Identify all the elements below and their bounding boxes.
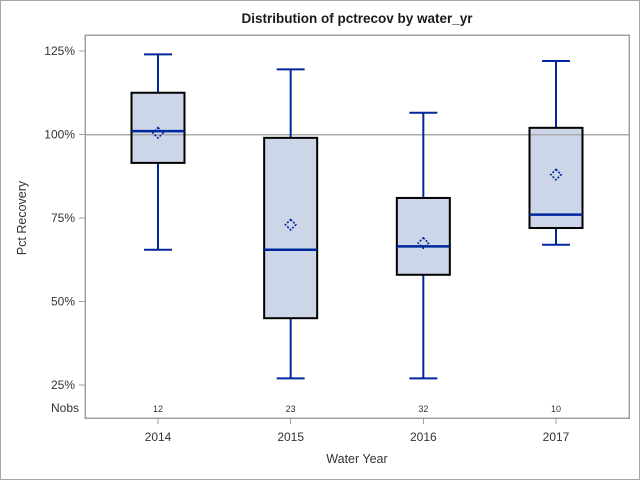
box-outline-2014 xyxy=(130,91,186,164)
box-fill-2016 xyxy=(396,197,450,275)
nobs-value-2015: 23 xyxy=(286,404,296,414)
x-tick-label-2017: 2017 xyxy=(543,430,570,444)
nobs-value-2016: 32 xyxy=(418,404,428,414)
box-outline-2016 xyxy=(395,196,451,276)
y-tick-label-25: 25% xyxy=(51,378,75,392)
box-outline-2015 xyxy=(263,136,319,320)
mean-marker-2015 xyxy=(284,218,297,232)
nobs-row-label: Nobs xyxy=(50,401,79,415)
x-axis-title: Water Year xyxy=(326,452,388,466)
chart-title: Distribution of pctrecov by water_yr xyxy=(241,11,473,26)
mean-marker-2016 xyxy=(417,236,430,250)
mean-marker-2017 xyxy=(549,168,563,181)
x-tick-label-2014: 2014 xyxy=(145,430,172,444)
x-tick-label-2016: 2016 xyxy=(410,430,437,444)
nobs-value-2017: 10 xyxy=(551,404,561,414)
y-tick-label-100: 100% xyxy=(44,128,75,142)
y-tick-label-75: 75% xyxy=(51,211,75,225)
plot-frame xyxy=(84,34,630,419)
mean-marker-2014 xyxy=(151,126,165,140)
y-tick-label-50: 50% xyxy=(51,295,75,309)
box-fill-2015 xyxy=(264,137,318,319)
x-tick-label-2015: 2015 xyxy=(277,430,304,444)
nobs-value-2014: 12 xyxy=(153,404,163,414)
y-tick-label-125: 125% xyxy=(44,44,75,58)
box-outline-2017 xyxy=(528,126,584,230)
box-fill-2017 xyxy=(529,127,583,229)
